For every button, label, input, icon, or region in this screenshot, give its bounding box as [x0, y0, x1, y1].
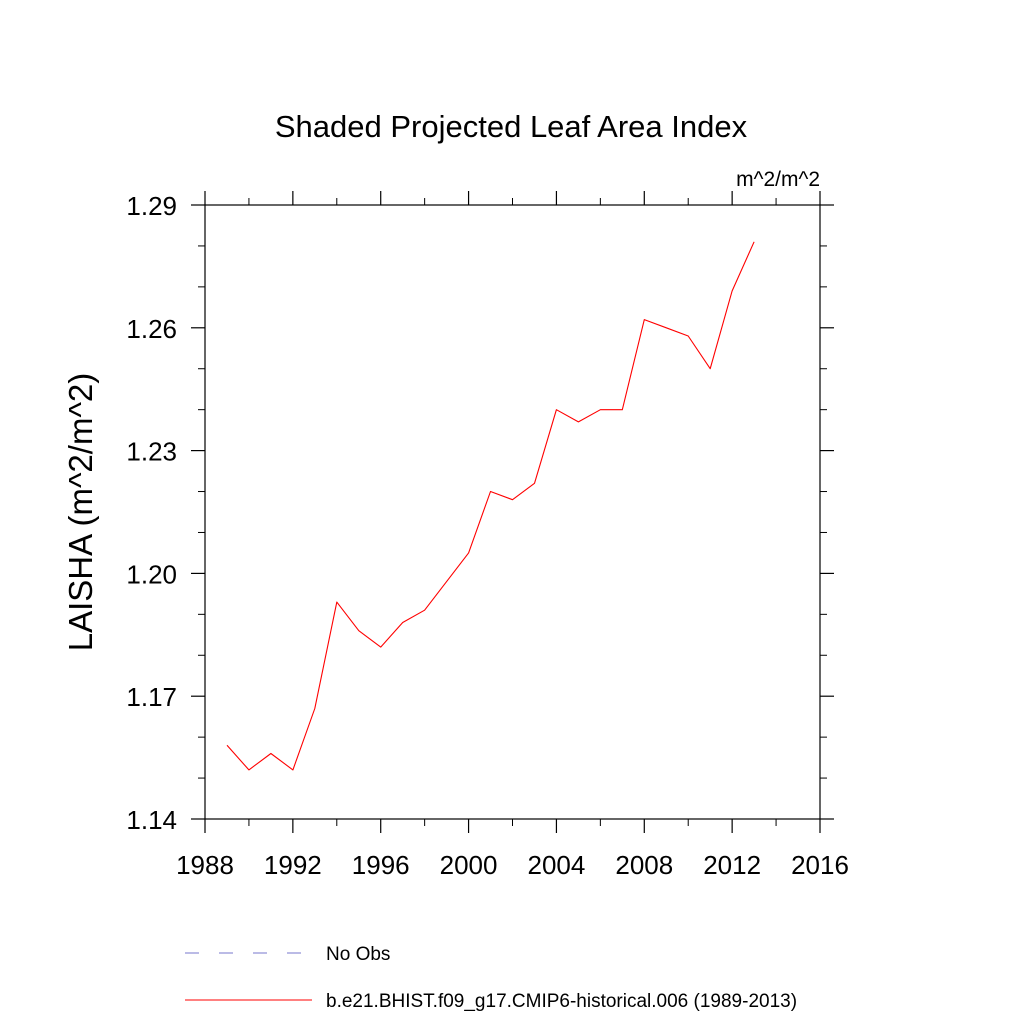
legend-label: No Obs	[326, 944, 390, 965]
data-point	[622, 409, 623, 410]
y-tick-label: 1.23	[126, 437, 177, 467]
legend-label: b.e21.BHIST.f09_g17.CMIP6-historical.006…	[326, 991, 797, 1012]
data-point	[424, 610, 425, 611]
data-point	[402, 622, 403, 623]
data-point	[336, 601, 337, 602]
data-point	[490, 491, 491, 492]
data-point	[512, 499, 513, 500]
data-point	[468, 552, 469, 553]
data-point	[600, 409, 601, 410]
data-point	[314, 708, 315, 709]
y-tick-label: 1.17	[126, 682, 177, 712]
units-label: m^2/m^2	[736, 168, 820, 191]
data-point	[534, 483, 535, 484]
data-point	[666, 327, 667, 328]
data-point	[226, 745, 227, 746]
data-point	[754, 241, 755, 242]
x-tick-label: 1988	[176, 850, 234, 880]
x-tick-label: 2008	[615, 850, 673, 880]
data-point	[248, 769, 249, 770]
y-tick-label: 1.29	[126, 191, 177, 221]
series-layer	[226, 241, 755, 771]
data-point	[644, 319, 645, 320]
data-point	[446, 581, 447, 582]
x-tick-label: 1992	[264, 850, 322, 880]
data-point	[380, 646, 381, 647]
y-tick-label: 1.20	[126, 559, 177, 589]
data-point	[270, 753, 271, 754]
data-point	[732, 290, 733, 291]
data-point	[556, 409, 557, 410]
x-tick-label: 2000	[440, 850, 498, 880]
legend: No Obs b.e21.BHIST.f09_g17.CMIP6-historic…	[185, 944, 797, 1012]
plot-frame	[204, 204, 821, 820]
data-point	[358, 630, 359, 631]
data-point	[578, 421, 579, 422]
data-point	[688, 335, 689, 336]
y-axis-label: LAISHA (m^2/m^2)	[62, 373, 99, 652]
x-tick-label: 2012	[703, 850, 761, 880]
chart-title: Shaded Projected Leaf Area Index	[275, 109, 748, 144]
axis-ticks: 1988 1992 1996 2000 2004 2008 2012 2016 1.14 1.17…	[126, 191, 849, 880]
data-point	[292, 769, 293, 770]
data-point	[710, 368, 711, 369]
x-tick-label: 2016	[791, 850, 849, 880]
x-tick-label: 1996	[352, 850, 410, 880]
x-tick-label: 2004	[528, 850, 586, 880]
y-tick-label: 1.26	[126, 314, 177, 344]
y-tick-label: 1.14	[126, 805, 177, 835]
series-line	[226, 241, 755, 771]
